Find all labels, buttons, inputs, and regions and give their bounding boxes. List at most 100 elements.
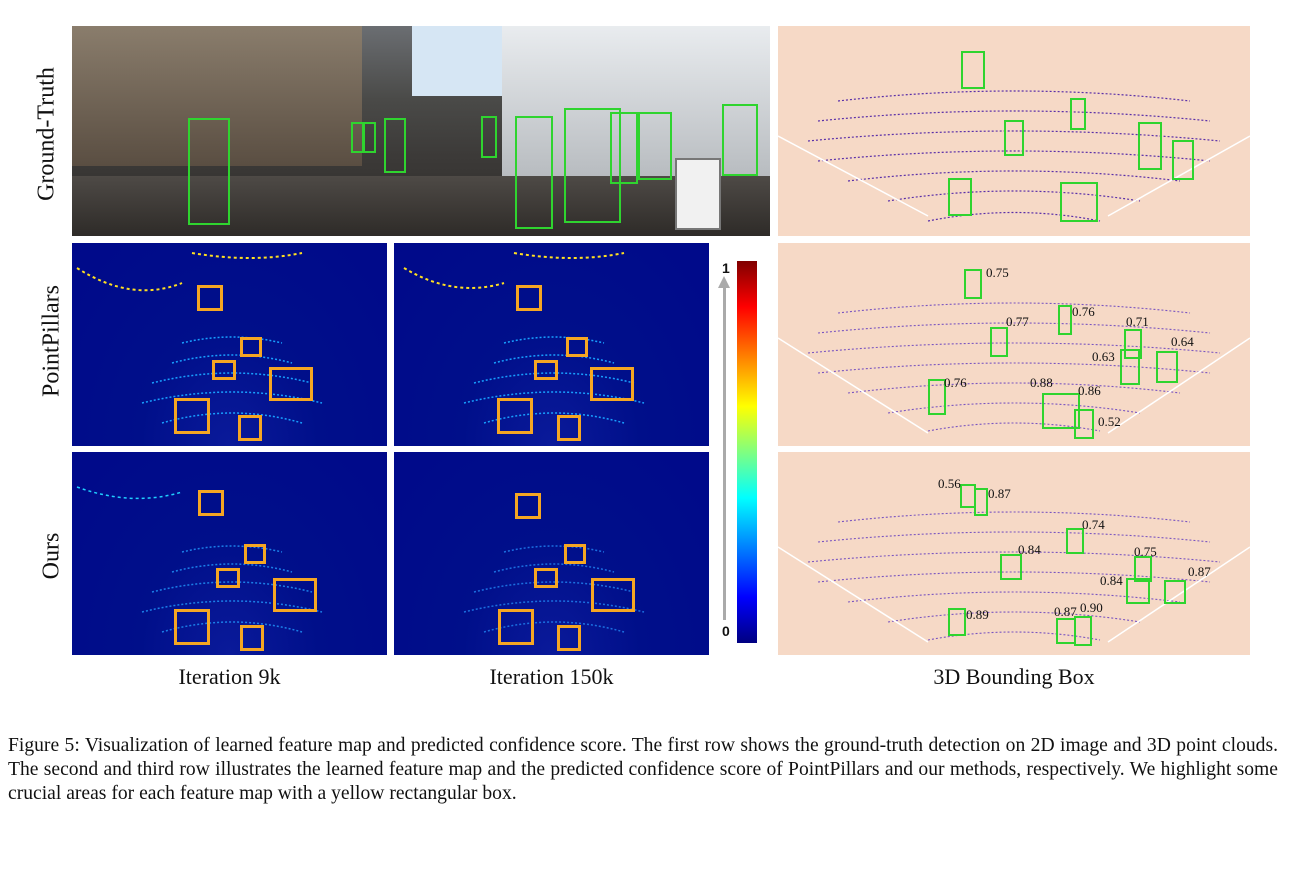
heatmap-ours-150k — [394, 452, 709, 655]
row-label-ground-truth: Ground-Truth — [33, 67, 60, 201]
point-cloud-ours: 0.56 0.87 0.74 0.84 0.75 0.84 0.87 0.89 … — [778, 452, 1250, 655]
confidence-score: 0.88 — [1030, 375, 1053, 390]
highlight-box — [240, 337, 262, 357]
pred-box-3d — [1126, 578, 1150, 604]
gt-box-3d — [1070, 98, 1086, 130]
confidence-score: 0.87 — [988, 486, 1011, 501]
pred-box-3d — [1074, 409, 1094, 439]
highlight-box — [534, 360, 558, 380]
pred-box-3d — [1056, 618, 1076, 644]
gt-box-3d — [1172, 140, 1194, 180]
pred-box-3d — [948, 608, 966, 636]
confidence-score: 0.75 — [986, 265, 1009, 280]
gt-box-2d — [638, 112, 672, 180]
highlight-box — [244, 544, 266, 564]
confidence-score: 0.76 — [1072, 304, 1095, 319]
street — [72, 176, 770, 236]
arrow-shaft — [723, 286, 726, 620]
highlight-box — [216, 568, 240, 588]
heatmap-ours-9k — [72, 452, 387, 655]
gt-box-2d — [351, 122, 365, 153]
pred-box-3d — [1164, 580, 1186, 604]
column-label-iteration-150k: Iteration 150k — [489, 664, 614, 689]
pred-box-3d — [1120, 349, 1140, 385]
gt-box-3d — [961, 51, 985, 89]
column-label-3d-bounding-box: 3D Bounding Box — [933, 664, 1095, 689]
confidence-score: 0.76 — [944, 375, 967, 390]
colorbar — [737, 261, 757, 643]
pred-box-3d — [1066, 528, 1084, 554]
row-label-ours: Ours — [38, 532, 65, 580]
gt-box-2d — [188, 118, 230, 225]
gt-box-3d — [1138, 122, 1162, 170]
highlight-box — [269, 367, 313, 401]
pred-box-3d — [974, 488, 988, 516]
confidence-score: 0.64 — [1171, 334, 1194, 349]
highlight-box — [174, 609, 210, 645]
colorbar-min-label: 0 — [722, 623, 730, 639]
confidence-score: 0.56 — [938, 476, 961, 491]
highlight-box — [515, 493, 541, 519]
heatmap-lines — [76, 252, 323, 424]
heatmap-lines — [463, 545, 645, 633]
highlight-box — [240, 625, 264, 651]
confidence-score: 0.86 — [1078, 383, 1101, 398]
figure-caption: Figure 5: Visualization of learned featu… — [8, 735, 1278, 804]
pred-box-3d — [1074, 616, 1092, 646]
confidence-score: 0.52 — [1098, 414, 1121, 429]
gt-box-2d — [722, 104, 758, 176]
confidence-score: 0.89 — [966, 607, 989, 622]
arrow-up-icon — [718, 276, 730, 288]
confidence-score: 0.71 — [1126, 314, 1149, 329]
pred-box-3d — [1000, 554, 1022, 580]
pred-box-3d — [928, 379, 946, 415]
building-left — [72, 26, 362, 166]
pred-box-3d — [1134, 556, 1152, 582]
pred-box-3d — [964, 269, 982, 299]
confidence-score: 0.87 — [1054, 604, 1077, 619]
gt-box-2d — [564, 108, 621, 223]
highlight-box — [557, 415, 581, 441]
highlight-box — [516, 285, 542, 311]
highlight-box — [590, 367, 634, 401]
highlight-box — [174, 398, 210, 434]
confidence-score: 0.84 — [1100, 573, 1123, 588]
point-cloud-ground-truth — [778, 26, 1250, 236]
confidence-score: 0.87 — [1188, 564, 1211, 579]
gt-box-3d — [948, 178, 972, 216]
heatmap-pointpillars-9k — [72, 243, 387, 446]
gt-box-2d — [481, 116, 497, 158]
highlight-box — [497, 398, 533, 434]
highlight-box — [534, 568, 558, 588]
row-label-pointpillars: PointPillars — [38, 284, 65, 398]
highlight-box — [212, 360, 236, 380]
gt-box-2d — [515, 116, 553, 229]
gt-box-3d — [1060, 182, 1098, 222]
gt-box-3d — [1004, 120, 1024, 156]
pred-box-3d — [1058, 305, 1072, 335]
highlight-box — [591, 578, 635, 612]
pred-box-3d — [1042, 393, 1080, 429]
confidence-score: 0.75 — [1134, 544, 1157, 559]
gt-box-2d — [362, 122, 376, 153]
street-photo — [72, 26, 770, 236]
colorbar-max-label: 1 — [722, 260, 730, 276]
heatmap-lines — [403, 252, 645, 424]
highlight-box — [498, 609, 534, 645]
confidence-score: 0.84 — [1018, 542, 1041, 557]
highlight-box — [557, 625, 581, 651]
pred-box-3d — [1156, 351, 1178, 383]
highlight-box — [564, 544, 586, 564]
sky — [412, 26, 502, 96]
heatmap-lines — [76, 486, 323, 633]
poster-board — [675, 158, 721, 230]
point-cloud-pointpillars: 0.75 0.77 0.76 0.71 0.63 0.64 0.76 0.88 … — [778, 243, 1250, 446]
confidence-score: 0.90 — [1080, 600, 1103, 615]
highlight-box — [198, 490, 224, 516]
column-label-iteration-9k: Iteration 9k — [178, 664, 281, 689]
confidence-score: 0.74 — [1082, 517, 1105, 532]
confidence-score: 0.63 — [1092, 349, 1115, 364]
heatmap-pointpillars-150k — [394, 243, 709, 446]
highlight-box — [238, 415, 262, 441]
point-cloud-arcs — [778, 90, 1250, 222]
